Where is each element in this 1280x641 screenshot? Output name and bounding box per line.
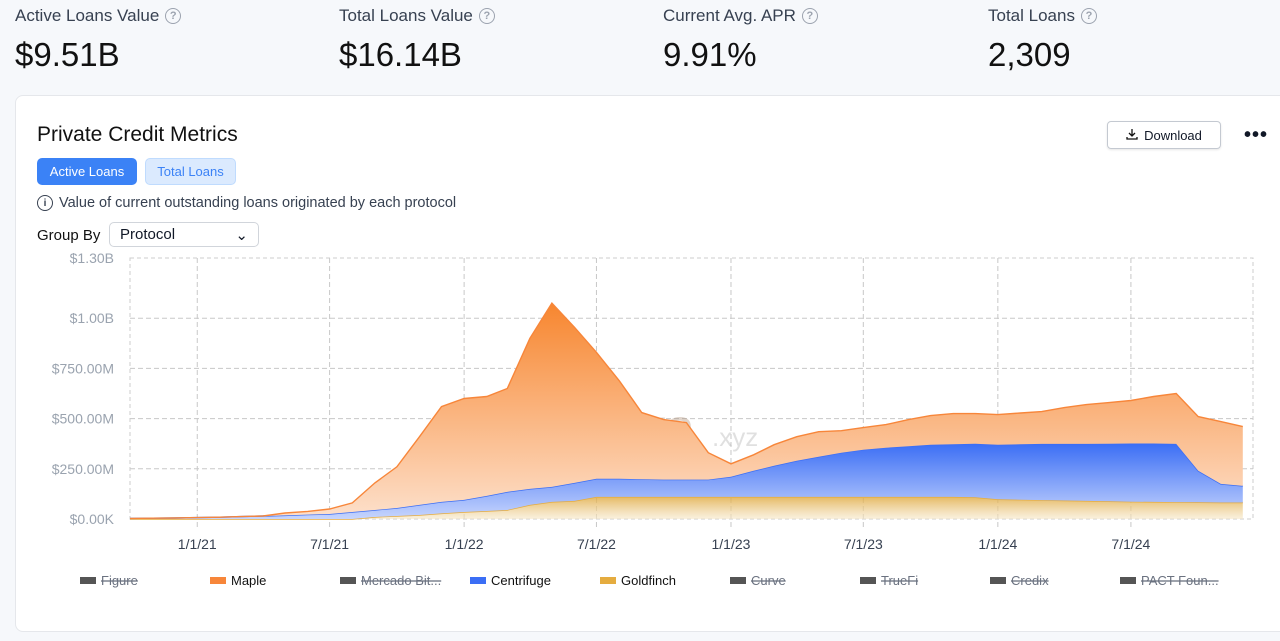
legend-swatch [340,577,356,584]
legend-label: Curve [751,573,786,588]
more-options-button[interactable]: ••• [1244,124,1269,146]
stat-label: Total Loans [988,6,1075,25]
group-by-value: Protocol [120,226,176,243]
legend-item-maple[interactable]: Maple [210,573,266,588]
stat-value: $9.51B [15,36,120,73]
download-button[interactable]: Download [1107,121,1221,149]
help-icon[interactable]: ? [801,8,818,24]
legend-swatch [470,577,486,584]
card-title: Private Credit Metrics [37,123,238,146]
centrifuge-area [130,443,1243,519]
stat-value: 9.91% [663,36,757,73]
x-tick-label: 7/1/22 [577,536,616,552]
legend-swatch [600,577,616,584]
legend-swatch [80,577,96,584]
legend-item-centrifuge[interactable]: Centrifuge [470,573,551,588]
legend-swatch [730,577,746,584]
legend-item-credix[interactable]: Credix [990,573,1049,588]
legend-swatch [990,577,1006,584]
legend-swatch [1120,577,1136,584]
help-icon[interactable]: ? [478,8,495,24]
group-by-select[interactable]: Protocol ⌄ [109,222,259,247]
stat-current-avg-apr: Current Avg. APR? 9.91% [663,6,818,74]
stat-value: $16.14B [339,36,462,73]
chart-description: i Value of current outstanding loans orig… [37,195,456,211]
y-tick-label: $250.00M [52,461,114,477]
legend-item-goldfinch[interactable]: Goldfinch [600,573,676,588]
legend-label: Credix [1011,573,1049,588]
x-tick-label: 1/1/24 [978,536,1017,552]
y-tick-label: $500.00M [52,411,114,427]
x-tick-label: 7/1/23 [844,536,883,552]
legend-swatch [210,577,226,584]
legend-swatch [860,577,876,584]
private-credit-metrics-card: Private Credit Metrics Active Loans Tota… [15,95,1280,632]
stat-value: 2,309 [988,36,1071,73]
legend-item-truefi[interactable]: TrueFi [860,573,918,588]
stat-total-loans: Total Loans? 2,309 [988,6,1097,74]
info-icon: i [37,195,53,211]
stat-label: Active Loans Value [15,6,160,25]
x-tick-label: 7/1/21 [310,536,349,552]
tab-total-loans[interactable]: Total Loans [145,158,236,185]
legend-label: TrueFi [881,573,918,588]
x-tick-label: 7/1/24 [1111,536,1150,552]
legend-item-mercado-bit-[interactable]: Mercado Bit... [340,573,441,588]
tab-active-loans[interactable]: Active Loans [37,158,137,185]
maple-line [129,302,1243,520]
y-tick-label: $1.00B [70,310,114,326]
y-tick-label: $0.00K [70,511,115,527]
y-tick-label: $1.30B [70,250,114,266]
legend-label: Figure [101,573,138,588]
stat-total-loans-value: Total Loans Value? $16.14B [339,6,495,74]
svg-text:.xyz: .xyz [712,422,758,452]
stat-label: Total Loans Value [339,6,473,25]
legend-label: Maple [231,573,266,588]
legend-item-pact-foun-[interactable]: PACT Foun... [1120,573,1219,588]
help-icon[interactable]: ? [165,8,182,24]
download-label: Download [1144,127,1202,143]
description-text: Value of current outstanding loans origi… [59,195,457,211]
chevron-down-icon: ⌄ [235,226,248,244]
goldfinch-area [130,496,1243,519]
group-by-label: Group By [37,227,101,244]
stat-active-loans-value: Active Loans Value? $9.51B [15,6,182,74]
x-tick-label: 1/1/23 [712,536,751,552]
plot-border [129,257,1254,520]
legend-label: Mercado Bit... [361,573,441,588]
legend-label: PACT Foun... [1141,573,1219,588]
x-tick-label: 1/1/21 [178,536,217,552]
legend-item-curve[interactable]: Curve [730,573,786,588]
maple-area [130,303,1243,519]
help-icon[interactable]: ? [1080,8,1097,24]
legend-label: Goldfinch [621,573,676,588]
legend-item-figure[interactable]: Figure [80,573,138,588]
x-tick-label: 1/1/22 [445,536,484,552]
download-icon [1126,128,1138,143]
legend-label: Centrifuge [491,573,551,588]
y-tick-label: $750.00M [52,360,114,376]
stat-label: Current Avg. APR [663,6,796,25]
